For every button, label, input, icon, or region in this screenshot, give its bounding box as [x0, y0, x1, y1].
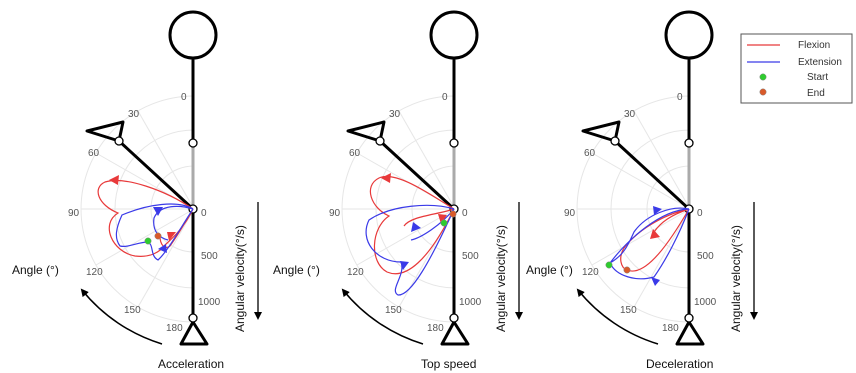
angle-tick-120: 120	[347, 267, 364, 278]
foot-triangle	[581, 120, 621, 143]
angle-tick-180: 180	[427, 323, 444, 334]
joint-foot	[114, 136, 124, 146]
velocity-tick-500: 500	[201, 251, 218, 262]
angle-tick-90: 90	[564, 208, 576, 219]
angle-tick-30: 30	[624, 109, 636, 120]
foot-triangle-bottom	[179, 320, 209, 346]
joint-foot	[610, 136, 620, 146]
joint-ankle	[188, 313, 198, 323]
flexion-arrow-1	[650, 229, 660, 239]
velocity-axis-label: Angular velocity(°/s)	[494, 225, 508, 332]
start-marker	[605, 261, 613, 269]
angle-tick-180: 180	[166, 323, 183, 334]
legend-start-swatch	[759, 73, 767, 81]
joint-foot	[375, 136, 385, 146]
head-circle	[168, 10, 218, 60]
polar-grid	[341, 95, 456, 323]
extension-arrow-2	[400, 261, 409, 270]
angle-tick-60: 60	[349, 148, 361, 159]
angle-tick-60: 60	[88, 148, 100, 159]
velocity-tick-0: 0	[201, 208, 207, 219]
angle-tick-150: 150	[124, 305, 141, 316]
angle-arrow	[576, 288, 659, 345]
angle-tick-180: 180	[662, 323, 679, 334]
velocity-tick-500: 500	[697, 251, 714, 262]
extension-arrow-2	[158, 244, 167, 253]
angle-axis-label: Angle (°)	[12, 263, 59, 277]
angle-tick-90: 90	[329, 208, 341, 219]
head-circle	[429, 10, 479, 60]
panel-top-speed: 0 30 60 90 120 150 180 0 500 1000	[273, 10, 523, 371]
flexion-arrow-2	[167, 232, 176, 241]
extension-trajectory	[609, 207, 690, 280]
extension-trajectory	[115, 203, 194, 261]
angle-tick-0: 0	[181, 92, 187, 103]
flexion-trajectory	[620, 208, 690, 272]
end-marker	[449, 210, 457, 218]
flexion-arrow-1	[109, 175, 119, 185]
legend-end-swatch	[759, 88, 767, 96]
angle-tick-150: 150	[620, 305, 637, 316]
panel-acceleration: 0 30 60 90 120 150 180 0 500 1000	[12, 10, 262, 371]
limb-figure	[581, 10, 714, 346]
velocity-tick-1000: 1000	[459, 297, 482, 308]
velocity-tick-500: 500	[462, 251, 479, 262]
angle-tick-60: 60	[584, 148, 596, 159]
legend: Flexion Extension Start End	[740, 33, 853, 104]
angle-tick-30: 30	[128, 109, 140, 120]
joint-ankle	[449, 313, 459, 323]
foot-triangle-bottom	[675, 320, 705, 346]
end-marker	[154, 232, 162, 240]
extension-arrow-1	[653, 206, 662, 215]
joint-ankle	[684, 313, 694, 323]
panel-caption: Deceleration	[646, 357, 713, 371]
foot-triangle-bottom	[440, 320, 470, 346]
velocity-axis-label: Angular velocity(°/s)	[729, 225, 743, 332]
flexion-arrow-2	[438, 214, 447, 224]
velocity-tick-0: 0	[697, 208, 703, 219]
flexion-trajectory	[369, 175, 455, 275]
foot-triangle	[85, 120, 125, 143]
velocity-axis-label: Angular velocity(°/s)	[233, 225, 247, 332]
panel-deceleration: 0 30 60 90 120 150 180 0 500 1000	[526, 10, 758, 371]
angle-axis-label: Angle (°)	[526, 263, 573, 277]
angle-tick-90: 90	[68, 208, 80, 219]
joint-hip	[188, 138, 198, 148]
velocity-tick-0: 0	[462, 208, 468, 219]
foot-triangle	[346, 120, 386, 143]
limb-figure	[85, 10, 218, 346]
legend-extension-label: Extension	[798, 57, 842, 68]
angle-tick-150: 150	[385, 305, 402, 316]
legend-start-label: Start	[807, 72, 828, 83]
legend-box	[740, 33, 853, 104]
joint-hip	[449, 138, 459, 148]
velocity-tick-1000: 1000	[694, 297, 717, 308]
extension-arrow-1	[411, 222, 421, 232]
angle-tick-120: 120	[582, 267, 599, 278]
angle-tick-0: 0	[677, 92, 683, 103]
angle-arrow	[80, 288, 163, 345]
angle-tick-0: 0	[442, 92, 448, 103]
head-circle	[664, 10, 714, 60]
legend-end-label: End	[807, 88, 825, 99]
flexion-trajectory	[97, 180, 194, 257]
velocity-tick-1000: 1000	[198, 297, 221, 308]
angle-tick-30: 30	[389, 109, 401, 120]
start-marker	[144, 237, 152, 245]
limb-figure	[346, 10, 479, 346]
extension-arrow-1	[153, 207, 163, 216]
end-marker	[623, 266, 631, 274]
legend-flexion-label: Flexion	[798, 40, 830, 51]
start-marker	[440, 219, 448, 227]
panel-caption: Top speed	[421, 357, 476, 371]
angle-arrow	[341, 288, 424, 345]
angle-tick-120: 120	[86, 267, 103, 278]
joint-hip	[684, 138, 694, 148]
panel-caption: Acceleration	[158, 357, 224, 371]
angle-axis-label: Angle (°)	[273, 263, 320, 277]
flexion-arrow-1	[381, 173, 391, 183]
extension-arrow-2	[651, 277, 660, 286]
